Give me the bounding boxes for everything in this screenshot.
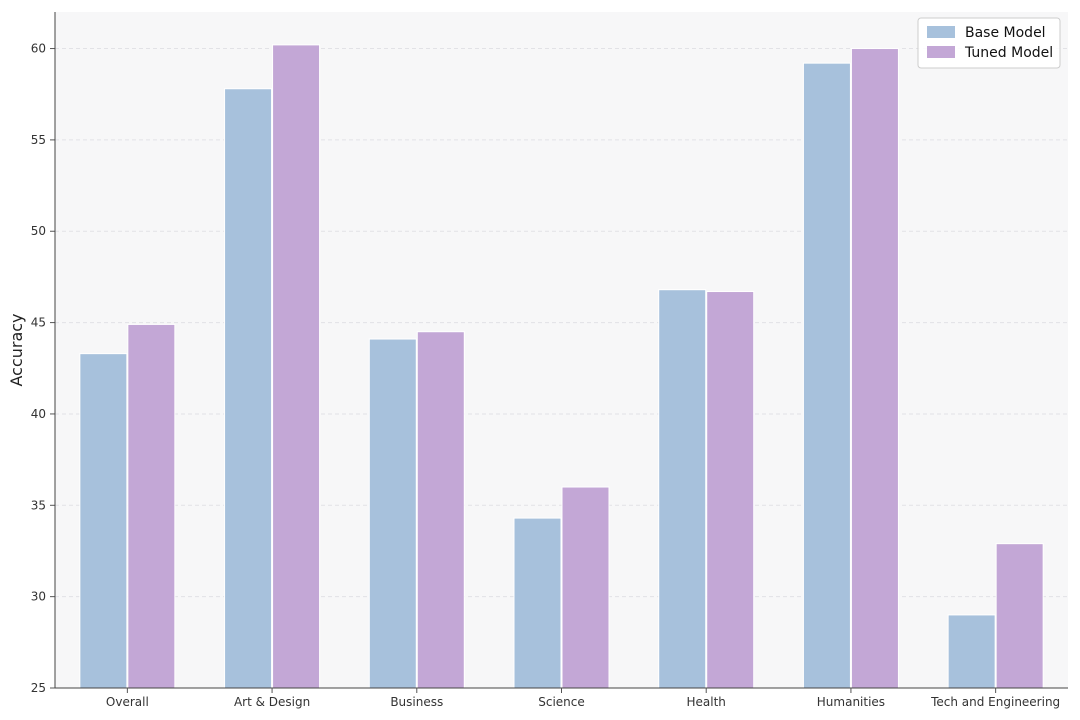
y-axis-title: Accuracy [7,313,26,386]
bar-base [368,338,417,689]
legend-label: Tuned Model [964,45,1053,61]
bar-tuned [272,44,321,689]
y-tick-label: 55 [31,133,46,147]
bar-tuned [127,323,176,689]
legend-swatch [927,26,955,38]
x-tick-label: Science [538,695,585,709]
bars [79,44,1044,689]
bar-tuned [416,331,465,689]
bar-base [947,614,996,689]
x-tick-label: Tech and Engineering [930,695,1060,709]
bar-tuned [561,486,610,689]
x-tick-label: Art & Design [234,695,310,709]
y-tick-label: 35 [31,498,46,512]
legend-label: Base Model [965,25,1046,41]
bar-tuned [850,48,899,689]
bar-tuned [995,543,1044,689]
x-tick-label: Humanities [817,695,885,709]
axes: 25 30 35 40 45 50 55 60 Overall Art & Design Busin… [31,12,1068,709]
y-tick-label: 50 [31,224,46,238]
x-tick-label: Overall [106,695,149,709]
y-tick-label: 60 [31,42,46,56]
y-tick-label: 30 [31,590,46,604]
bar-base [802,62,851,689]
legend-swatch [927,46,955,58]
x-tick-label: Health [687,695,726,709]
y-tick-label: 45 [31,316,46,330]
bar-base [79,353,128,689]
bar-base [513,517,562,689]
legend: Base Model Tuned Model [917,17,1061,69]
y-tick-label: 40 [31,407,46,421]
bar-base [658,289,707,689]
bar-tuned [706,291,755,689]
x-tick-label: Business [390,695,443,709]
y-tick-label: 25 [31,681,46,695]
bar-base [224,88,273,689]
